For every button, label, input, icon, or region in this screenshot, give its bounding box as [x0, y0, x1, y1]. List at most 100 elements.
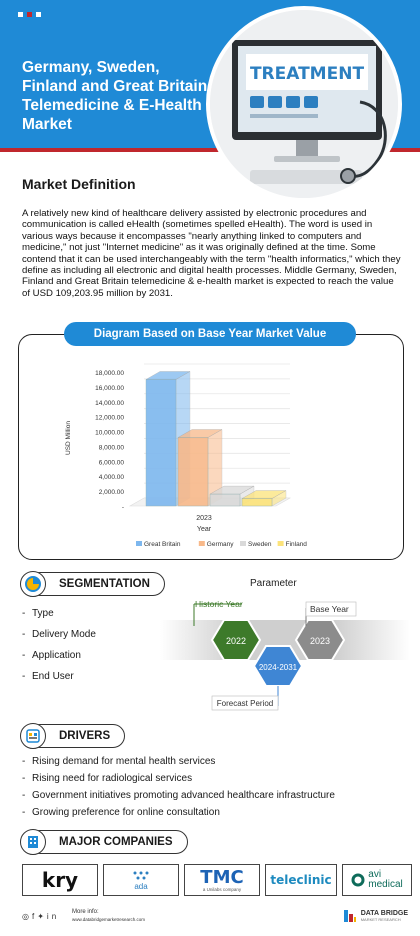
historic-hexagon	[210, 619, 262, 661]
logo-tmc: TMC a Unilabs company	[184, 864, 260, 896]
legend-swatch	[198, 541, 205, 546]
market-definition-heading: Market Definition	[22, 176, 136, 192]
company-logos: kry ada TMC a Unilabs company teleclinic…	[22, 864, 412, 896]
y-tick-label: 8,000.00	[99, 444, 125, 451]
twitter-icon[interactable]: ✦	[37, 912, 47, 921]
footer: ◎f✦in More info: www.databridgemarketres…	[22, 906, 412, 930]
segment-delivery-mode: Delivery Mode	[32, 629, 96, 640]
drivers-list: - Rising demand for mental health service…	[22, 756, 335, 824]
logo-ada: ada	[103, 864, 179, 896]
base-year-value: 2023	[310, 636, 330, 646]
y-tick-label: 4,000.00	[99, 474, 125, 481]
bar-chart: 18,000.00 16,000.00 14,000.00 12,000.00 10,0…	[65, 363, 308, 548]
y-tick-label: 2,000.00	[99, 489, 125, 496]
list-item: - Type	[22, 608, 54, 619]
list-item: - End User	[22, 671, 74, 682]
list-item: - Rising need for radiological services	[22, 773, 193, 784]
header-dots	[18, 12, 41, 17]
legend-label: Finland	[286, 541, 308, 548]
segment-end-user: End User	[32, 671, 74, 682]
header-red-band	[0, 148, 420, 152]
logo-tmc-sub: a Unilabs company	[202, 886, 242, 892]
companies-icon	[20, 829, 46, 855]
market-definition-text: A relatively new kind of healthcare deli…	[22, 208, 401, 299]
more-info-label: More info:	[72, 909, 99, 915]
segmentation-label: SEGMENTATION	[59, 578, 150, 590]
brand-name: DATA BRIDGE	[360, 910, 408, 917]
logo-medical-text: medical	[368, 879, 403, 890]
dot-white-1	[18, 12, 23, 17]
logo-kry-text: kry	[41, 868, 79, 892]
chart-heading: Diagram Based on Base Year Market Value	[64, 322, 356, 346]
driver-2: Rising need for radiological services	[32, 773, 193, 784]
legend-label: Germany	[207, 541, 234, 548]
segmentation-list: - Type - Delivery Mode - Application - End U…	[22, 608, 96, 692]
historic-year-label: Historic Year	[195, 599, 243, 609]
dot-red	[27, 12, 32, 17]
dot-white-2	[36, 12, 41, 17]
logo-avi-text: avi	[368, 869, 382, 880]
legend-swatch	[277, 541, 284, 546]
base-hexagon	[294, 619, 346, 661]
segmentation-badge: SEGMENTATION	[28, 572, 165, 596]
page-title: Germany, Sweden, Finland and Great Brita…	[22, 59, 208, 133]
legend-swatch	[240, 541, 246, 546]
y-tick-label: 16,000.00	[95, 385, 124, 392]
segment-application: Application	[32, 650, 81, 661]
ada-dots-icon	[133, 871, 149, 879]
hero-image: TREATMENT	[206, 6, 402, 202]
more-info: More info: www.databridgemarketresearch.…	[72, 909, 145, 923]
forecast-period-label: Forecast Period	[217, 699, 273, 708]
y-axis-label: USD Million	[65, 421, 72, 455]
bar-finland	[241, 498, 273, 507]
logo-kry: kry	[22, 864, 98, 896]
bar-germany	[177, 437, 209, 507]
base-year-label: Base Year	[310, 604, 349, 614]
hero-sign-text: TREATMENT	[250, 64, 364, 84]
y-tick-label: 12,000.00	[95, 415, 124, 422]
legend-label: Sweden	[248, 541, 272, 548]
segmentation-icon	[20, 571, 46, 597]
parameter-title: Parameter	[250, 578, 297, 589]
logo-teleclinic-text: teleclinic	[270, 873, 332, 887]
data-bridge-logo-icon	[343, 910, 356, 922]
drivers-icon	[20, 723, 46, 749]
driver-1: Rising demand for mental health services	[32, 756, 216, 767]
companies-badge: MAJOR COMPANIES	[28, 830, 188, 854]
legend-label: Great Britain	[144, 541, 181, 548]
website-link[interactable]: www.databridgemarketresearch.com	[72, 917, 146, 922]
y-tick-label: 6,000.00	[99, 459, 125, 466]
brand-sub: MARKET RESEARCH	[360, 917, 401, 922]
logo-teleclinic: teleclinic	[265, 864, 337, 896]
driver-4: Growing preference for online consultati…	[32, 807, 220, 818]
facebook-icon[interactable]: f	[31, 912, 38, 921]
driver-3: Government initiatives promoting advance…	[32, 790, 335, 801]
forecast-period-value: 2024-2031	[259, 663, 298, 672]
x-tick-label: 2023	[196, 515, 212, 522]
y-tick-label: 18,000.00	[95, 370, 124, 377]
bar-sweden	[209, 493, 241, 507]
parameter-diagram: 2022 Historic Year 2024-2031 Forecast Pe…	[160, 599, 410, 711]
legend-swatch	[136, 541, 142, 546]
list-item: - Application	[22, 650, 81, 661]
list-item: - Growing preference for online consultat…	[22, 807, 220, 818]
y-tick-label: 14,000.00	[95, 400, 124, 407]
historic-year-value: 2022	[226, 636, 246, 646]
forecast-hexagon	[252, 645, 304, 687]
avi-logo-icon	[351, 873, 365, 887]
instagram-icon[interactable]: ◎	[22, 912, 32, 921]
logo-ada-text: ada	[134, 881, 148, 891]
y-tick-label: -	[122, 504, 124, 511]
y-tick-label: 10,000.00	[95, 430, 124, 437]
segment-type: Type	[32, 608, 54, 619]
linkedin-icon[interactable]: in	[46, 912, 60, 921]
list-item: - Rising demand for mental health service…	[22, 756, 216, 767]
companies-label: MAJOR COMPANIES	[59, 836, 173, 848]
logo-tmc-text: TMC	[200, 866, 244, 888]
logo-avi-medical: avi medical	[342, 864, 412, 896]
drivers-label: DRIVERS	[59, 730, 111, 742]
list-item: - Delivery Mode	[22, 629, 96, 640]
list-item: - Government initiatives promoting advanc…	[22, 790, 335, 801]
bar-great-britain	[145, 379, 177, 507]
social-icons: ◎f✦in	[22, 912, 59, 921]
